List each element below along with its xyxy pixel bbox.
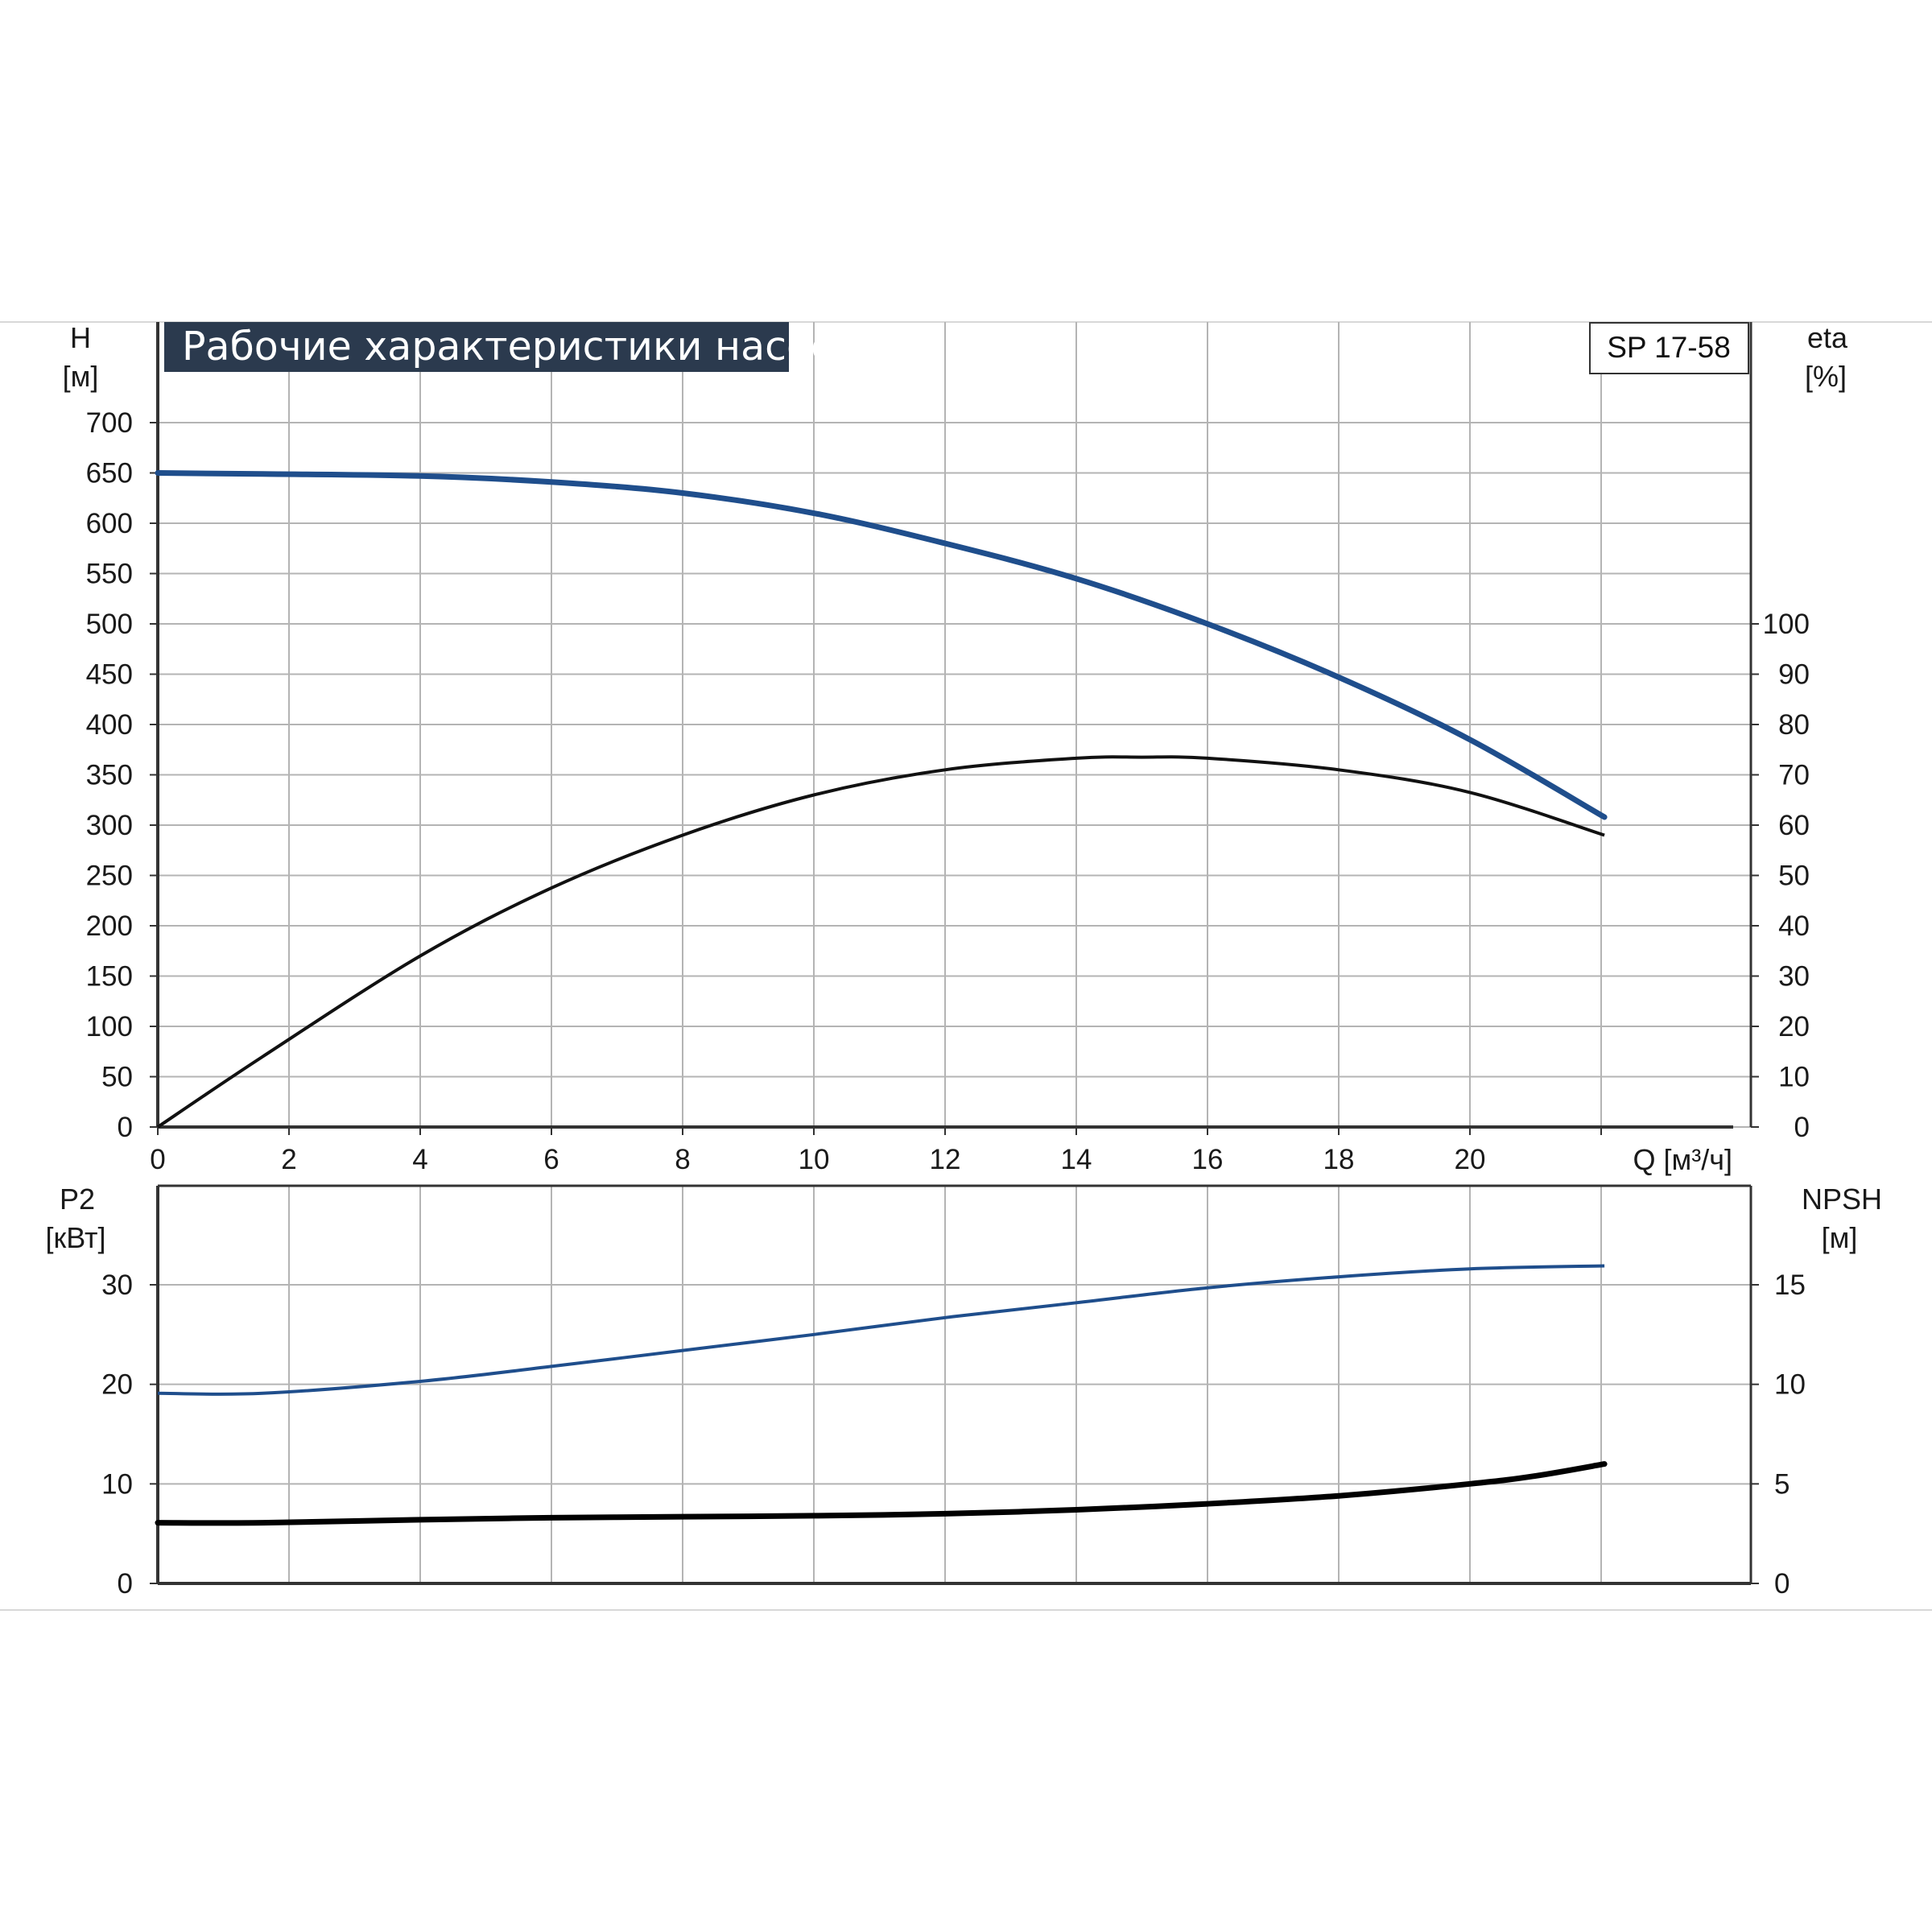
efficiency-tick-label: 40 [1778,910,1810,942]
head-curve [155,470,1608,820]
power-tick-label: 30 [101,1269,133,1301]
efficiency-axis-label: eta [1807,321,1848,354]
head-tick-label: 250 [86,861,133,892]
flow-tick-label: 14 [1061,1144,1092,1175]
npsh-axis-label: NPSH [1802,1183,1882,1216]
head-tick-label: 550 [86,559,133,590]
chart-title: Рабочие характеристики насоса [182,324,857,369]
top-series [155,470,1608,1129]
efficiency-curve [156,755,1605,1129]
flow-tick-label: 4 [412,1144,427,1175]
power-curve [157,1264,1605,1396]
bottom-series [155,1264,1608,1526]
head-tick-label: 650 [86,458,133,489]
flow-tick-label: 16 [1192,1144,1224,1175]
flow-tick-label: 20 [1455,1144,1486,1175]
title-banner [164,322,789,372]
flow-tick-label: 10 [799,1144,830,1175]
flow-tick-label: 12 [930,1144,961,1175]
npsh-tick-label: 0 [1774,1568,1790,1600]
chart-background [0,322,1932,1610]
model-label: SP 17-58 [1607,331,1731,364]
model-box [1589,322,1749,374]
npsh-curve [155,1461,1608,1526]
head-tick-label: 50 [101,1062,133,1093]
power-axis-unit: [кВт] [45,1221,105,1254]
flow-tick-label: 8 [675,1144,690,1175]
power-tick-label: 20 [101,1369,133,1401]
efficiency-tick-label: 0 [1794,1112,1810,1143]
efficiency-tick-label: 20 [1778,1011,1810,1042]
npsh-tick-label: 10 [1774,1369,1806,1401]
efficiency-tick-label: 100 [1763,609,1810,640]
head-axis-label: H [70,321,91,354]
npsh-tick-label: 5 [1774,1468,1790,1500]
power-axis-ticks: 0 10 20 30 [101,1269,158,1600]
efficiency-tick-label: 70 [1778,760,1810,791]
power-tick-label: 10 [101,1468,133,1500]
head-tick-label: 500 [86,609,133,640]
head-tick-label: 300 [86,810,133,841]
power-tick-label: 0 [118,1568,133,1600]
head-tick-label: 450 [86,659,133,691]
efficiency-tick-label: 60 [1778,810,1810,841]
head-tick-label: 350 [86,760,133,791]
head-tick-label: 200 [86,910,133,942]
head-tick-label: 100 [86,1011,133,1042]
efficiency-tick-label: 80 [1778,709,1810,741]
head-tick-label: 600 [86,508,133,539]
efficiency-tick-label: 30 [1778,961,1810,993]
head-axis-unit: [м] [63,360,99,393]
flow-axis-ticks: 0 2 4 6 8 10 12 14 16 18 20 [150,1127,1602,1175]
head-tick-label: 150 [86,961,133,993]
flow-tick-label: 2 [281,1144,296,1175]
flow-tick-label: 6 [543,1144,559,1175]
head-efficiency-panel: 0501001502002503003504004505005506006507… [63,321,1848,1176]
efficiency-tick-label: 90 [1778,659,1810,691]
head-axis-ticks: 0 50 100 150 200 250 300 350 400 450 500 550 600 650 7… [86,407,158,1143]
head-tick-label: 0 [118,1112,133,1143]
head-tick-label: 700 [86,407,133,439]
efficiency-axis-unit: [%] [1805,360,1847,393]
npsh-tick-label: 15 [1774,1269,1806,1301]
efficiency-tick-label: 50 [1778,861,1810,892]
power-npsh-panel: 0 10 20 30 0 5 10 15 P2 [кВт] NPSH [м] [45,1183,1882,1600]
npsh-axis-ticks: 0 5 10 15 [1751,1269,1806,1600]
efficiency-axis-ticks: 0 10 20 30 40 50 60 70 80 90 100 [1751,609,1810,1143]
efficiency-tick-label: 10 [1778,1062,1810,1093]
head-tick-label: 400 [86,709,133,741]
flow-tick-label: 18 [1323,1144,1355,1175]
flow-axis-label: Q [м³/ч] [1633,1143,1732,1176]
npsh-axis-unit: [м] [1822,1221,1858,1254]
flow-tick-label: 0 [150,1144,165,1175]
power-axis-label: P2 [60,1183,95,1216]
